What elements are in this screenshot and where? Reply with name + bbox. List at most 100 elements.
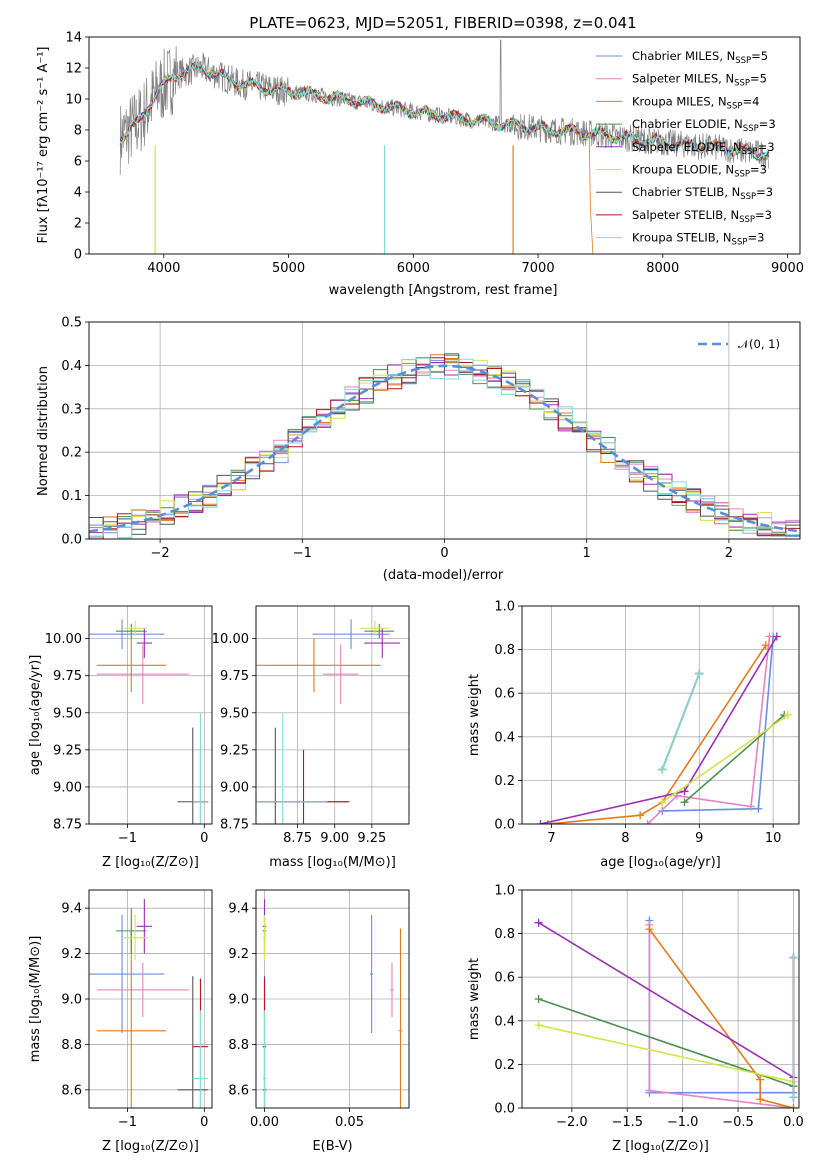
x-tick-label: 10	[765, 831, 782, 846]
x-axis-label: E(B-V)	[312, 1139, 352, 1154]
y-tick-label: 9.4	[228, 902, 249, 917]
weight-vs-metallicity-panel: −2.0 −1.5 −1.0 −0.5 0.0 0.0 0.2 0.4 0.6 0.8 1.0 Z […	[467, 884, 804, 1155]
legend-text: =5	[751, 49, 768, 63]
axes-frame	[88, 321, 801, 540]
weight-marker	[534, 995, 543, 1003]
y-axis-label: mass weight	[467, 958, 482, 1040]
weight-line	[648, 928, 794, 1108]
x-tick-label: −2	[151, 546, 170, 561]
legend-entry: Chabrier MILES, NSSP=5	[632, 49, 768, 66]
y-tick-label: 9.25	[53, 743, 82, 758]
plot-area	[256, 619, 401, 824]
y-tick-label: 0.8	[494, 927, 515, 942]
weight-marker	[536, 820, 545, 824]
plot-area	[536, 632, 792, 824]
weight-line	[647, 636, 771, 824]
y-tick-label: 6	[74, 155, 82, 170]
legend-text: Chabrier ELODIE, N	[632, 117, 743, 131]
x-tick-label: 9000	[771, 261, 804, 276]
weight-marker	[756, 1095, 765, 1104]
y-tick-label: 9.4	[61, 902, 82, 917]
y-tick-label: 8.8	[61, 1038, 82, 1053]
x-tick-label: −0.5	[722, 1115, 754, 1130]
model-spectrum-line	[119, 61, 770, 160]
x-tick-label: 0	[200, 831, 208, 846]
weight-marker	[680, 787, 689, 796]
y-tick-label: 8.8	[228, 1038, 249, 1053]
weight-marker	[746, 802, 755, 811]
legend-subscript: SSP	[739, 215, 755, 225]
weight-marker	[543, 820, 552, 824]
weight-marker	[756, 1075, 765, 1084]
gaussian-curve	[89, 364, 800, 533]
y-tick-label: 9.00	[220, 780, 249, 795]
x-tick-label: 0.05	[335, 1115, 364, 1130]
model-spectrum-line	[119, 62, 770, 161]
weight-marker	[643, 820, 652, 824]
legend-text: =4	[742, 94, 759, 108]
histogram-step	[89, 357, 800, 539]
axes-frame	[255, 605, 410, 825]
y-tick-label: 9.50	[53, 706, 82, 721]
y-axis-label: age [log₁₀(age/yr)]	[28, 655, 43, 776]
weight-marker	[754, 804, 763, 813]
plot-area	[534, 916, 798, 1108]
weight-marker	[658, 765, 667, 774]
y-axis-label: Flux [fλ10⁻¹⁷ erg cm⁻² s⁻¹ A⁻¹]	[36, 47, 51, 244]
y-tick-label: 0.0	[494, 1102, 515, 1117]
weight-marker	[789, 1093, 798, 1102]
y-tick-label: 0.0	[494, 818, 515, 833]
legend-text: Salpeter STELIB, N	[632, 208, 739, 222]
legend-text: =3	[755, 208, 772, 222]
histogram-step	[89, 353, 800, 537]
y-tick-label: 14	[65, 31, 82, 46]
y-tick-label: 0.3	[61, 402, 82, 417]
x-axis-label: age [log₁₀(age/yr)]	[600, 855, 721, 870]
legend-entry: Chabrier STELIB, NSSP=3	[632, 185, 773, 202]
mass-vs-extinction-panel: 0.00 0.05 8.6 8.8 9.0 9.2 9.4 E(B-V)	[228, 889, 410, 1154]
legend-entry: 𝒩(0, 1)	[738, 337, 780, 351]
legend-text: Chabrier MILES, N	[632, 49, 735, 63]
legend-text: =5	[750, 72, 767, 86]
axes-frame	[88, 889, 213, 1109]
weight-line	[648, 920, 794, 1094]
legend-text: =3	[759, 117, 776, 131]
y-tick-label: 0.0	[61, 533, 82, 548]
x-tick-label: 0	[200, 1115, 208, 1130]
weight-line	[661, 673, 701, 770]
y-tick-label: 0.2	[494, 1058, 515, 1073]
y-tick-label: 0.4	[494, 1014, 515, 1029]
y-tick-label: 9.2	[228, 947, 249, 962]
y-tick-label: 1.0	[494, 600, 515, 615]
y-tick-label: 8	[74, 124, 82, 139]
weight-line	[538, 1024, 794, 1083]
x-axis-label: (data-model)/error	[383, 568, 504, 583]
x-tick-label: 0.00	[250, 1115, 279, 1130]
age-vs-metallicity-panel: −1 0 8.75 9.00 9.25 9.50 9.75 10.00 Z [log₁₀(Z/Z…	[28, 605, 213, 870]
x-axis-label: Z [log₁₀(Z/Z⊙)]	[102, 855, 199, 870]
legend-text: Kroupa MILES, N	[632, 94, 727, 108]
weight-marker	[534, 918, 543, 927]
weight-marker	[645, 1086, 654, 1095]
y-tick-label: 9.75	[53, 669, 82, 684]
plot-area	[89, 899, 209, 1108]
x-tick-label: 0	[440, 546, 448, 561]
y-tick-label: 8.6	[228, 1083, 249, 1098]
y-tick-label: 0.4	[61, 359, 82, 374]
legend-text: Kroupa STELIB, N	[632, 231, 732, 245]
y-tick-label: 9.00	[53, 780, 82, 795]
mass-vs-metallicity-panel: −1 0 8.6 8.8 9.0 9.2 9.4 Z [log₁₀(Z/Z⊙)] mass [l…	[28, 889, 213, 1154]
x-tick-label: −2.0	[556, 1115, 588, 1130]
plot-area	[89, 353, 800, 539]
plot-area	[89, 619, 209, 824]
x-axis-label: mass [log₁₀(M/M⊙)]	[269, 855, 396, 870]
axes-frame	[88, 605, 213, 825]
x-tick-label: −1	[118, 831, 137, 846]
y-tick-label: 9.75	[220, 669, 249, 684]
legend-entry: Salpeter ELODIE, NSSP=3	[632, 140, 775, 157]
x-tick-label: −1	[118, 1115, 137, 1130]
x-axis-label: Z [log₁₀(Z/Z⊙)]	[612, 1139, 709, 1154]
x-tick-label: −1.0	[667, 1115, 699, 1130]
x-axis-label: wavelength [Angstrom, rest frame]	[329, 283, 558, 298]
